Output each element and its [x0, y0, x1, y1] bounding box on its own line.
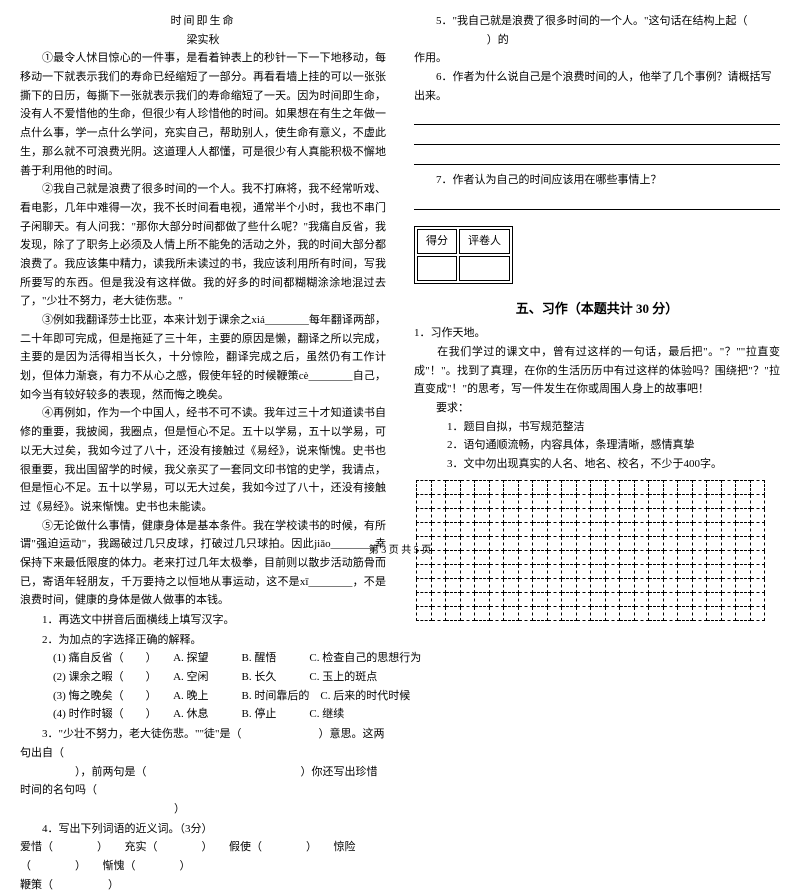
essay-prompt: 在我们学过的课文中，曾有过这样的一句话，最后把"。"？""拉直变成"！"。找到了…: [414, 343, 780, 399]
grader-cell[interactable]: [459, 256, 510, 281]
question-7: 7．作者认为自己的时间应该用在哪些事情上？: [414, 171, 780, 190]
answer-line[interactable]: [414, 151, 780, 165]
question-5: 5．"我自己就是浪费了很多时间的一个人。"这句话在结构上起（ ）的: [414, 12, 780, 49]
question-4: 4．写出下列词语的近义词。（3分）: [20, 820, 386, 839]
question-3-line1: 3．"少壮不努力，老大徒伤悲。""徒"是（ ）意思。这两句出自（: [20, 725, 386, 762]
page-footer: 第 3 页 共 5 页: [0, 542, 800, 559]
answer-line[interactable]: [414, 196, 780, 210]
passage-title: 时间即生命: [20, 12, 386, 31]
section-5-title: 五、习作（本题共计 30 分）: [414, 298, 780, 320]
question-1: 1．再选文中拼音后面横线上填写汉字。: [20, 611, 386, 630]
grader-label: 评卷人: [459, 229, 510, 254]
option-2-4: (4) 时作时辍（ ） A. 休息 B. 停止 C. 继续: [20, 705, 386, 724]
question-4-words-b: 鞭策（ ）: [20, 876, 386, 894]
score-cell[interactable]: [417, 256, 457, 281]
question-3-line3: ）: [20, 800, 386, 819]
option-2-1: (1) 痛自反省（ ） A. 探望 B. 醒悟 C. 检查自己的思想行为: [20, 649, 386, 668]
answer-line[interactable]: [414, 131, 780, 145]
answer-line[interactable]: [414, 111, 780, 125]
question-5a: 5．"我自己就是浪费了很多时间的一个人。"这句话在结构上起（: [436, 15, 747, 27]
essay-req-1: 1．题目自拟，书写规范整洁: [447, 418, 780, 437]
question-2: 2．为加点的字选择正确的解释。: [20, 631, 386, 650]
para-5: ⑤无论做什么事情，健康身体是基本条件。我在学校读书的时候，有所谓"强迫运动"，我…: [20, 517, 386, 610]
para-4: ④再例如，作为一个中国人，经书不可不读。我年过三十才知道读书自修的重要，我披阅，…: [20, 404, 386, 516]
para-2: ②我自己就是浪费了很多时间的一个人。我不打麻将，我不经常听戏、看电影，几年中难得…: [20, 180, 386, 311]
score-label: 得分: [417, 229, 457, 254]
question-5b: ）的: [487, 34, 509, 46]
option-2-2: (2) 课余之暇（ ） A. 空闲 B. 长久 C. 玉上的斑点: [20, 668, 386, 687]
score-box: 得分 评卷人: [414, 226, 513, 283]
option-2-3: (3) 悔之晚矣（ ） A. 晚上 B. 时间靠后的 C. 后来的时代时候: [20, 687, 386, 706]
para-3: ③例如我翻译莎士比亚，本来计划于课余之xiá________每年翻译两部，二十年…: [20, 311, 386, 404]
question-4-words: 爱惜（ ） 充实（ ） 假使（ ） 惊险（ ） 惭愧（ ）: [20, 838, 386, 875]
essay-req-3: 3．文中勿出现真实的人名、地名、校名，不少于400字。: [447, 455, 780, 474]
passage-author: 梁实秋: [20, 31, 386, 50]
essay-req-title: 要求：: [414, 399, 780, 418]
question-3-line2: ），前两句是（ ）你还写出珍惜时间的名句吗（: [20, 763, 386, 800]
question-6: 6．作者为什么说自己是个浪费时间的人，他举了几个事例？请概括写出来。: [414, 68, 780, 105]
para-1: ①最令人怵目惊心的一件事，是看着钟表上的秒针一下一下地移动，每移动一下就表示我们…: [20, 49, 386, 180]
essay-req-2: 2．语句通顺流畅，内容具体，条理清晰，感情真挚: [447, 436, 780, 455]
essay-heading: 1．习作天地。: [414, 324, 780, 343]
question-5c: 作用。: [414, 49, 780, 68]
